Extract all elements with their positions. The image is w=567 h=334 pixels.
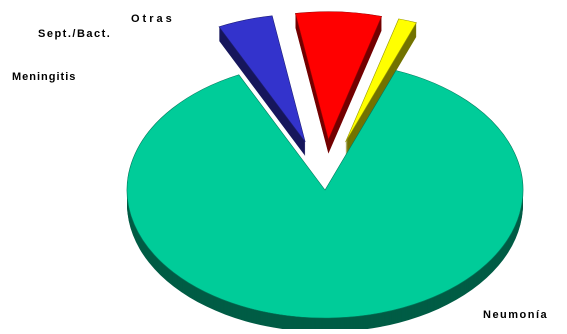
slice-labels-layer: Neumonía Meningitis Sept./Bact. Otras (12, 13, 548, 321)
slice-label-otras: Otras (131, 13, 175, 25)
pie-slice-sept-bact (295, 11, 383, 141)
slice-label-meningitis: Meningitis (12, 71, 76, 83)
slice-label-sept-bact: Sept./Bact. (38, 28, 111, 40)
slice-label-neumonia: Neumonía (483, 309, 548, 321)
pie-slice-meningitis (218, 15, 306, 143)
slices-top-layer (126, 11, 524, 319)
pie-slice-neumonia (126, 70, 524, 319)
pie-slice-otras (345, 18, 417, 143)
